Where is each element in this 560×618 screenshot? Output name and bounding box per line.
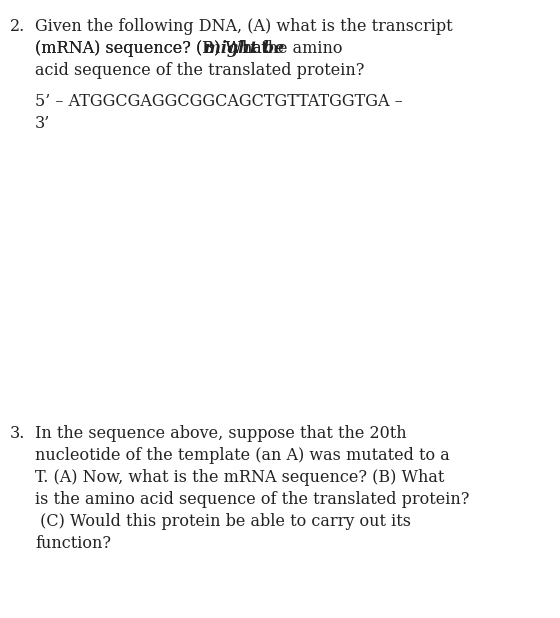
- Text: nucleotide of the template (an A) was mutated to a: nucleotide of the template (an A) was mu…: [35, 447, 450, 464]
- Text: the amino: the amino: [256, 40, 343, 57]
- Text: (mRNA) sequence? (B) What: (mRNA) sequence? (B) What: [35, 40, 273, 57]
- Text: might be: might be: [204, 40, 284, 57]
- Text: Given the following DNA, (A) what is the transcript: Given the following DNA, (A) what is the…: [35, 18, 452, 35]
- Text: acid sequence of the translated protein?: acid sequence of the translated protein?: [35, 62, 365, 79]
- Text: (mRNA) sequence? (B) What: (mRNA) sequence? (B) What: [35, 40, 273, 57]
- Text: 3’: 3’: [35, 115, 50, 132]
- Text: T. (A) Now, what is the mRNA sequence? (B) What: T. (A) Now, what is the mRNA sequence? (…: [35, 469, 445, 486]
- Text: is the amino acid sequence of the translated protein?: is the amino acid sequence of the transl…: [35, 491, 469, 508]
- Text: 2.: 2.: [10, 18, 25, 35]
- Text: (C) Would this protein be able to carry out its: (C) Would this protein be able to carry …: [35, 513, 411, 530]
- Text: function?: function?: [35, 535, 111, 552]
- Text: 3.: 3.: [10, 425, 25, 442]
- Text: 5’ – ATGGCGAGGCGGCAGCTGTTATGGTGA –: 5’ – ATGGCGAGGCGGCAGCTGTTATGGTGA –: [35, 93, 403, 110]
- Text: In the sequence above, suppose that the 20th: In the sequence above, suppose that the …: [35, 425, 407, 442]
